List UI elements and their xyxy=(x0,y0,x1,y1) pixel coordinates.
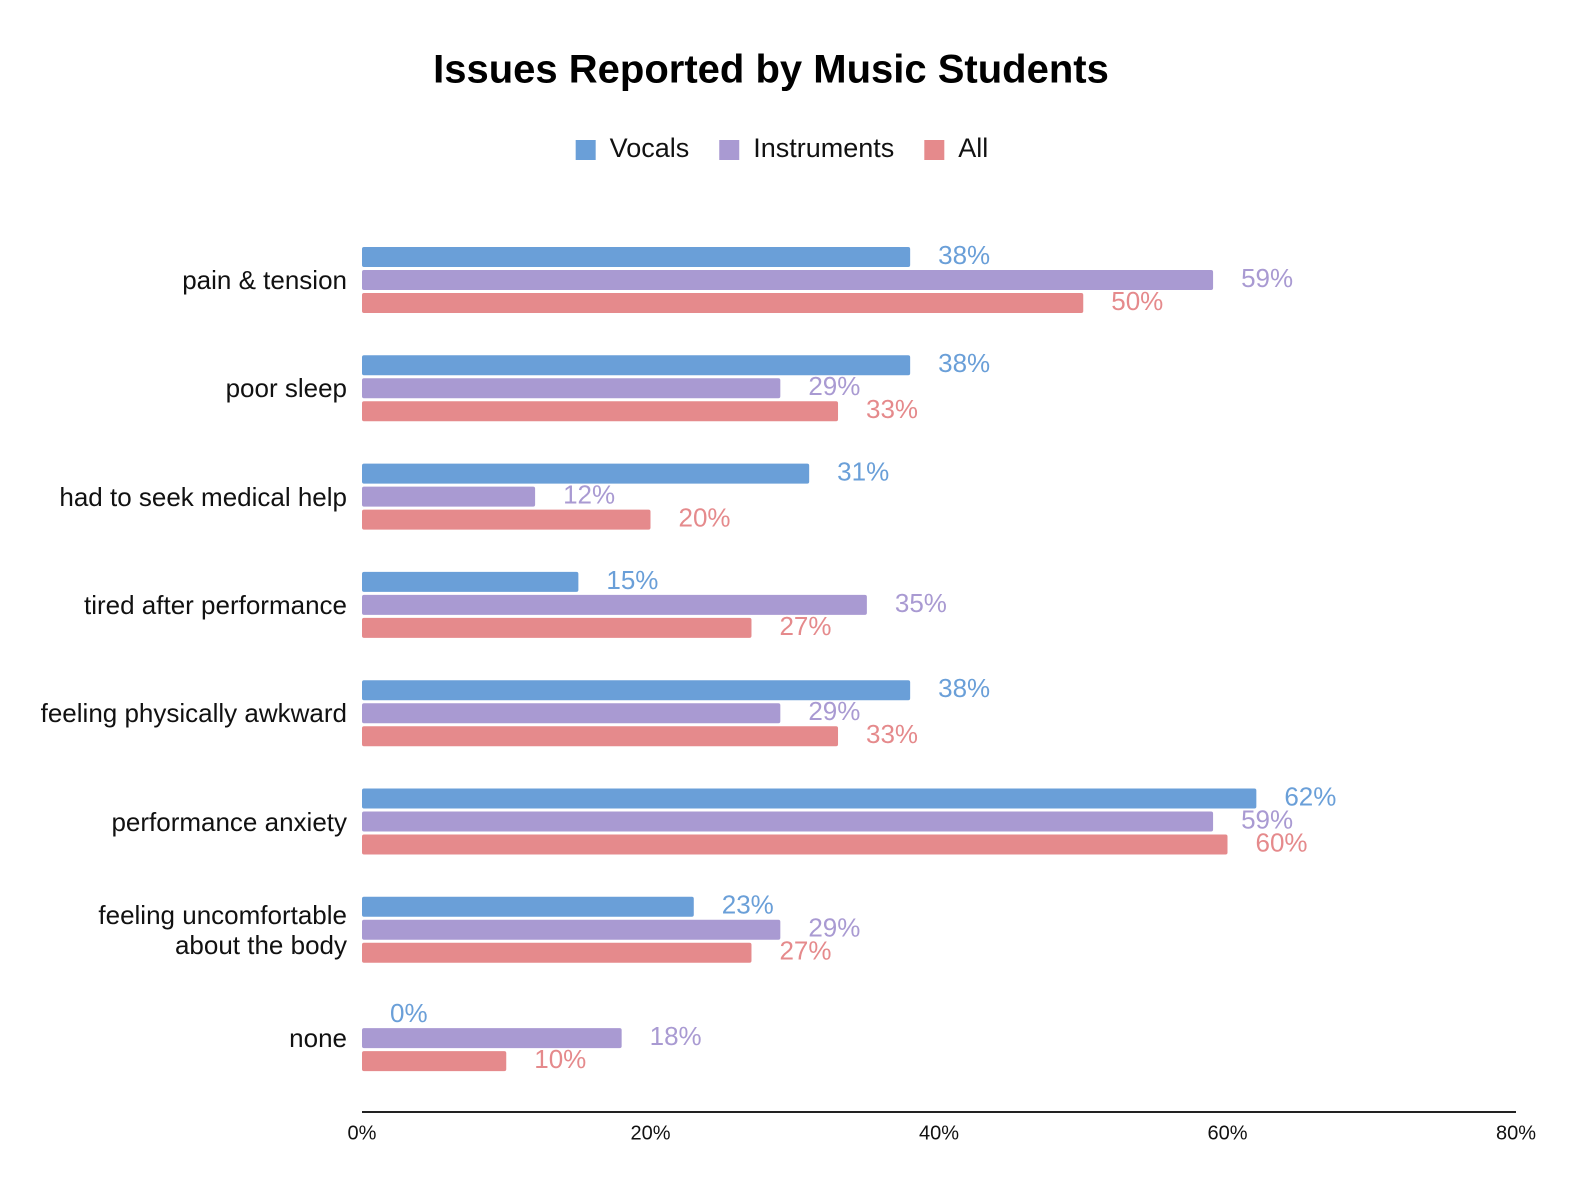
value-label: 50% xyxy=(1111,286,1163,316)
legend-swatch xyxy=(719,140,740,160)
x-tick-label: 0% xyxy=(348,1122,377,1144)
value-label: 20% xyxy=(679,502,731,532)
value-label: 38% xyxy=(938,348,990,378)
bar xyxy=(362,726,839,747)
bar xyxy=(362,270,1214,290)
bar xyxy=(362,594,867,615)
x-tick-label: 80% xyxy=(1496,1122,1536,1144)
bar xyxy=(362,486,536,507)
value-label: 38% xyxy=(938,673,990,703)
value-label: 59% xyxy=(1241,263,1293,293)
category-label: pain & tension xyxy=(182,265,347,295)
bar xyxy=(362,378,781,399)
value-label: 29% xyxy=(808,371,860,401)
chart-title: Issues Reported by Music Students xyxy=(433,48,1109,92)
bar xyxy=(362,1028,622,1049)
bar xyxy=(362,571,579,592)
bar xyxy=(362,942,752,963)
bar xyxy=(362,617,752,638)
bar xyxy=(362,834,1228,855)
category-label: had to seek medical help xyxy=(59,481,347,512)
value-label: 29% xyxy=(808,913,860,943)
x-tick-label: 20% xyxy=(630,1122,670,1144)
value-label: 27% xyxy=(779,611,831,641)
category-label: feeling physically awkward xyxy=(40,698,347,729)
bar xyxy=(362,788,1257,809)
category-label: none xyxy=(289,1023,347,1054)
bar xyxy=(362,896,694,917)
value-label: 62% xyxy=(1284,781,1336,811)
value-label: 12% xyxy=(563,479,615,509)
category-label: feeling uncomfortable about the body xyxy=(98,899,347,960)
value-label: 38% xyxy=(938,240,990,270)
legend-label: Instruments xyxy=(753,133,894,163)
value-label: 60% xyxy=(1256,827,1308,857)
value-label: 29% xyxy=(808,696,860,726)
bar xyxy=(362,680,911,701)
value-label: 27% xyxy=(779,936,831,966)
legend-label: Vocals xyxy=(610,133,690,163)
x-tick-label: 60% xyxy=(1207,1122,1247,1144)
value-label: 33% xyxy=(866,394,918,424)
bar xyxy=(362,703,781,724)
bar xyxy=(362,509,651,530)
value-label: 31% xyxy=(837,456,889,486)
value-label: 33% xyxy=(866,719,918,749)
value-label: 23% xyxy=(722,890,774,920)
value-label: 35% xyxy=(895,588,947,618)
value-label: 18% xyxy=(650,1021,702,1051)
bar xyxy=(362,247,911,267)
category-label: tired after performance xyxy=(83,589,347,620)
x-tick-label: 40% xyxy=(919,1122,959,1144)
bar xyxy=(362,463,810,484)
bar xyxy=(362,811,1214,832)
bar xyxy=(362,355,911,376)
category-label: poor sleep xyxy=(225,373,347,404)
bar xyxy=(362,919,781,940)
value-label: 10% xyxy=(534,1044,586,1074)
value-label: 59% xyxy=(1241,804,1293,834)
bar xyxy=(362,401,839,422)
legend-swatch xyxy=(924,140,945,160)
category-label: performance anxiety xyxy=(111,806,347,837)
value-label: 0% xyxy=(390,998,428,1028)
bar xyxy=(362,293,1084,313)
legend-label: All xyxy=(958,133,988,163)
legend-swatch xyxy=(575,140,596,160)
value-label: 15% xyxy=(606,565,658,595)
bar xyxy=(362,1051,507,1072)
